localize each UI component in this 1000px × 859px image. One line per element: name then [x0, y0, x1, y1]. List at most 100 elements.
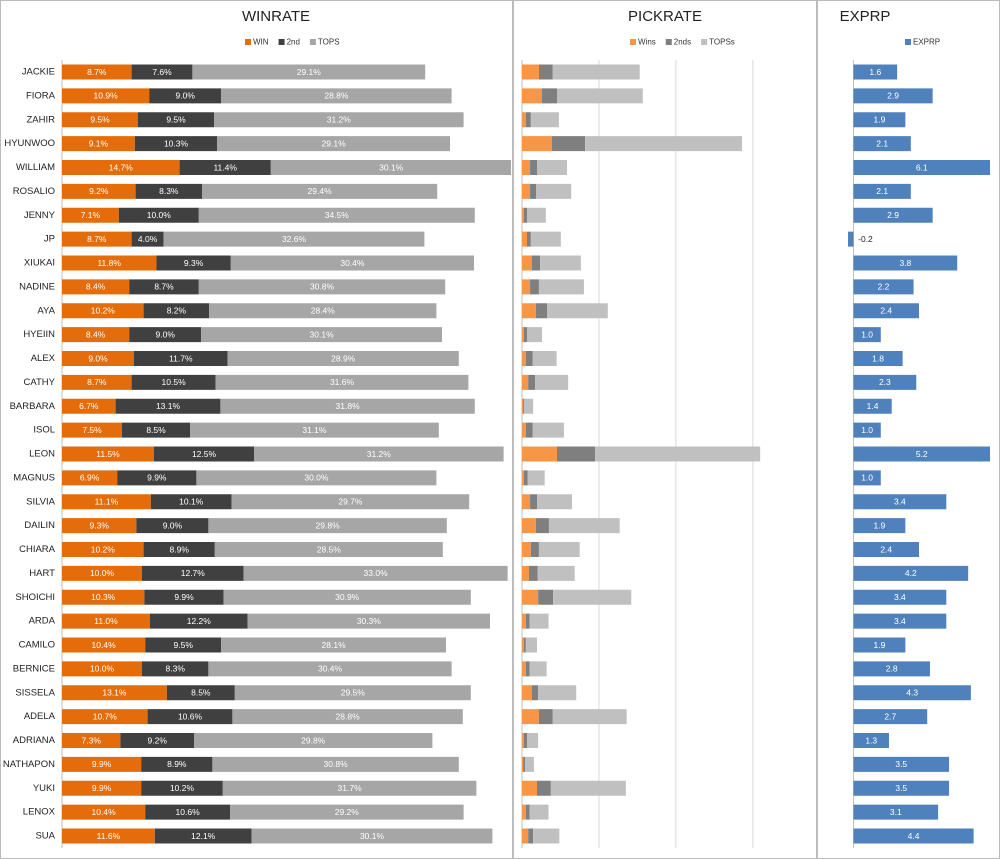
category-label: HYEIIN: [23, 329, 55, 340]
bar-segment: [532, 255, 541, 271]
bar-segment: [527, 327, 543, 343]
value-label: 10.1%: [179, 497, 204, 507]
bar-segment: [150, 494, 232, 510]
legend-swatch: [309, 39, 316, 45]
category-label: ADELA: [24, 711, 56, 722]
bar-segment: [535, 303, 548, 319]
value-label: 9.9%: [147, 473, 167, 483]
bar-segment: [232, 709, 463, 725]
bar-segment: [115, 398, 221, 414]
value-label: 9.1%: [89, 138, 109, 148]
bar: [853, 398, 892, 414]
bar: [853, 303, 920, 319]
value-label: 8.7%: [87, 234, 107, 244]
bar-segment: [525, 756, 534, 772]
bar-segment: [247, 613, 490, 629]
bar-segment: [62, 685, 167, 701]
bar-segment: [202, 183, 438, 199]
bar-segment: [223, 589, 471, 605]
bar-segment: [529, 661, 547, 677]
bar: [853, 64, 898, 80]
bar-segment: [537, 494, 573, 510]
bar-segment: [145, 637, 222, 653]
category-label: CAMILO: [19, 640, 55, 651]
bar-segment: [535, 374, 569, 390]
bar-segment: [129, 327, 202, 343]
bar-segment: [190, 422, 439, 438]
bar: [853, 279, 914, 295]
bar: [853, 518, 906, 534]
value-label: 12.5%: [192, 449, 217, 459]
value-label: 28.9%: [331, 353, 356, 363]
value-label: 9.3%: [184, 258, 204, 268]
bar-segment: [198, 279, 446, 295]
value-label: 1.3: [865, 735, 877, 745]
bar: [853, 374, 917, 390]
bar-segment: [529, 804, 549, 820]
category-label: YUKI: [33, 783, 55, 794]
value-label: 8.4%: [86, 329, 106, 339]
bar-segment: [131, 64, 193, 80]
value-label: 13.1%: [102, 688, 127, 698]
bar-segment: [527, 733, 539, 748]
legend-swatch: [665, 39, 672, 45]
category-label: XIUKAI: [24, 258, 55, 269]
bar-segment: [62, 828, 155, 844]
bar-segment: [143, 542, 215, 557]
value-label: 32.6%: [282, 234, 307, 244]
bar-segment: [522, 446, 558, 462]
bar-segment: [536, 183, 572, 199]
bar-segment: [530, 183, 537, 199]
bar-segment: [527, 470, 545, 486]
value-label: 29.7%: [338, 497, 363, 507]
category-label: AYA: [37, 305, 55, 316]
bar: [853, 661, 930, 677]
bar-segment: [192, 64, 426, 80]
bar: [853, 828, 974, 844]
value-label: 10.2%: [91, 306, 116, 316]
bar-segment: [522, 780, 538, 796]
chart-title: WINRATE: [242, 8, 310, 25]
value-label: 2.9: [887, 210, 899, 220]
bar-segment: [530, 112, 559, 128]
bar-segment: [117, 470, 197, 486]
value-label: 10.6%: [176, 807, 201, 817]
bar-segment: [522, 542, 531, 557]
bar-segment: [134, 136, 218, 152]
bar-segment: [154, 828, 252, 844]
value-label: 4.4: [908, 831, 920, 841]
value-label: 1.0: [861, 473, 873, 483]
category-label: SISSELA: [15, 687, 55, 698]
bar-segment: [251, 828, 493, 844]
bar-segment: [230, 804, 464, 820]
bar-segment: [62, 518, 137, 534]
bar-segment: [538, 542, 580, 557]
bar-segment: [537, 780, 551, 796]
value-label: 3.4: [894, 497, 906, 507]
value-label: 29.4%: [308, 186, 333, 196]
bar-segment: [553, 589, 632, 605]
bar-segment: [538, 685, 577, 701]
bar-segment: [136, 518, 209, 534]
bar: [853, 613, 947, 629]
bar-segment: [523, 207, 528, 223]
category-label: DAILIN: [24, 520, 55, 531]
bar: [853, 709, 928, 725]
bar-segment: [62, 542, 144, 557]
value-label: 8.9%: [170, 544, 190, 554]
value-label: 30.8%: [310, 282, 335, 292]
value-label: 3.5: [895, 759, 907, 769]
legend-label: EXPRP: [913, 38, 940, 47]
bar-segment: [538, 279, 584, 295]
value-label: 9.2%: [89, 186, 109, 196]
bar: [853, 589, 947, 605]
value-label: 3.4: [894, 592, 906, 602]
bar-segment: [62, 637, 146, 653]
category-label: JENNY: [24, 210, 56, 221]
value-label: 11.6%: [97, 831, 121, 841]
bar-segment: [523, 398, 525, 414]
value-label: 4.2: [905, 568, 917, 578]
bar-segment: [62, 661, 142, 677]
bar-segment: [141, 756, 213, 772]
value-label: 2.1: [876, 138, 888, 148]
